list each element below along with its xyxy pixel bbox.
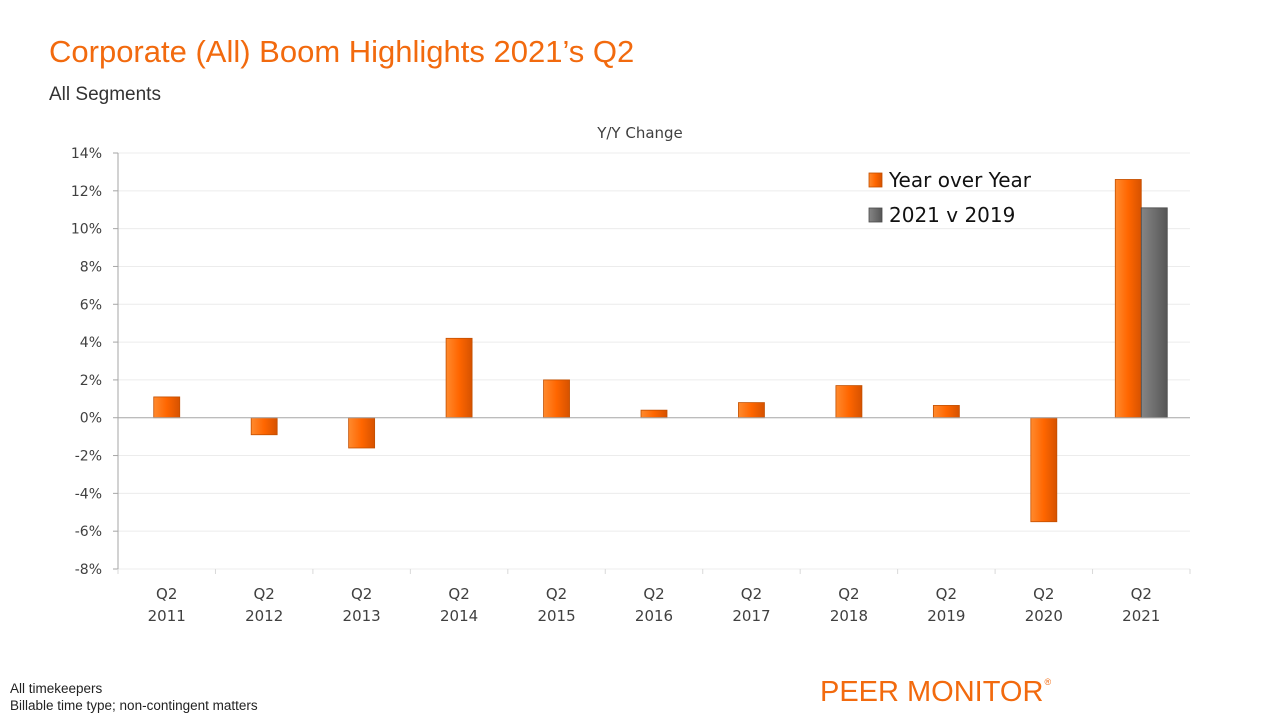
bar-year-over-year — [153, 396, 181, 419]
x-tick-label-quarter: Q2 — [936, 585, 957, 603]
x-axis: Q2 2011 Q2 2012 Q2 2013 Q2 2014 Q2 2015 Q2 2016 Q2 20… — [117, 417, 1191, 625]
x-tick-label-quarter: Q2 — [546, 585, 567, 603]
x-tick-label-year: 2017 — [732, 607, 770, 625]
x-tick-label-quarter: Q2 — [156, 585, 177, 603]
y-tick-label: 10% — [71, 222, 102, 238]
bar-year-over-year — [738, 402, 765, 419]
bar-year-over-year — [835, 385, 863, 419]
bar-year-over-year — [1114, 179, 1142, 419]
bar-year-over-year — [640, 409, 668, 419]
y-tick-label: 8% — [80, 259, 102, 275]
x-tick-label-quarter: Q2 — [1131, 585, 1152, 603]
footnote-line-2: Billable time type; non-contingent matte… — [10, 698, 258, 713]
x-tick-label-year: 2015 — [537, 607, 575, 625]
y-tick-label: 4% — [80, 335, 102, 351]
bar-2021-v-2019 — [1140, 207, 1168, 419]
bar-year-over-year — [250, 417, 278, 436]
x-tick-label-quarter: Q2 — [351, 585, 372, 603]
y-tick-label: -6% — [75, 524, 102, 540]
legend-swatch — [868, 207, 883, 223]
brand-name: PEER MONITOR — [820, 676, 1044, 708]
x-tick-label-year: 2019 — [927, 607, 965, 625]
y-tick-label: 12% — [71, 184, 102, 200]
bar-year-over-year — [932, 405, 960, 419]
x-tick-label-quarter: Q2 — [1033, 585, 1054, 603]
x-tick-label-year: 2020 — [1025, 607, 1063, 625]
chart-title: Y/Y Change — [596, 124, 683, 142]
bars — [153, 179, 1168, 523]
footnote-line-1: All timekeepers — [10, 681, 103, 696]
bar-year-over-year — [348, 417, 376, 449]
y-tick-label: -4% — [75, 486, 102, 502]
page-title: Corporate (All) Boom Highlights 2021’s Q… — [49, 34, 635, 69]
bar-year-over-year — [543, 379, 570, 419]
y-tick-label: -2% — [75, 449, 102, 465]
x-tick-label-year: 2018 — [830, 607, 868, 625]
x-tick-label-year: 2011 — [148, 607, 186, 625]
legend-label: Year over Year — [888, 168, 1032, 192]
y-tick-label: 2% — [80, 373, 102, 389]
x-tick-label-year: 2013 — [343, 607, 381, 625]
legend-label: 2021 v 2019 — [889, 203, 1015, 227]
registered-mark: ® — [1044, 677, 1052, 687]
bar-year-over-year — [1030, 417, 1058, 523]
x-tick-label-year: 2014 — [440, 607, 478, 625]
x-tick-label-quarter: Q2 — [254, 585, 275, 603]
y-tick-label: -8% — [75, 562, 102, 578]
y-axis: 14% 12% 10% 8% 6% 4% 2% 0% -2% -4% -6% -8% — [71, 146, 119, 578]
y-tick-label: 0% — [80, 411, 102, 427]
peer-monitor-logo: PEER MONITOR® — [820, 676, 1051, 709]
legend: Year over Year 2021 v 2019 — [868, 168, 1032, 227]
legend-swatch — [868, 172, 883, 188]
x-tick-label-quarter: Q2 — [838, 585, 859, 603]
x-tick-label-year: 2021 — [1122, 607, 1160, 625]
x-tick-label-year: 2012 — [245, 607, 283, 625]
x-tick-label-quarter: Q2 — [643, 585, 664, 603]
x-tick-label-quarter: Q2 — [741, 585, 762, 603]
x-tick-label-year: 2016 — [635, 607, 673, 625]
footnote: All timekeepers Billable time type; non-… — [10, 680, 258, 714]
page-subtitle: All Segments — [49, 84, 161, 105]
y-tick-label: 14% — [71, 146, 102, 162]
gridlines — [118, 152, 1190, 570]
y-tick-label: 6% — [80, 297, 102, 313]
bar-year-over-year — [445, 337, 473, 419]
x-tick-label-quarter: Q2 — [448, 585, 469, 603]
